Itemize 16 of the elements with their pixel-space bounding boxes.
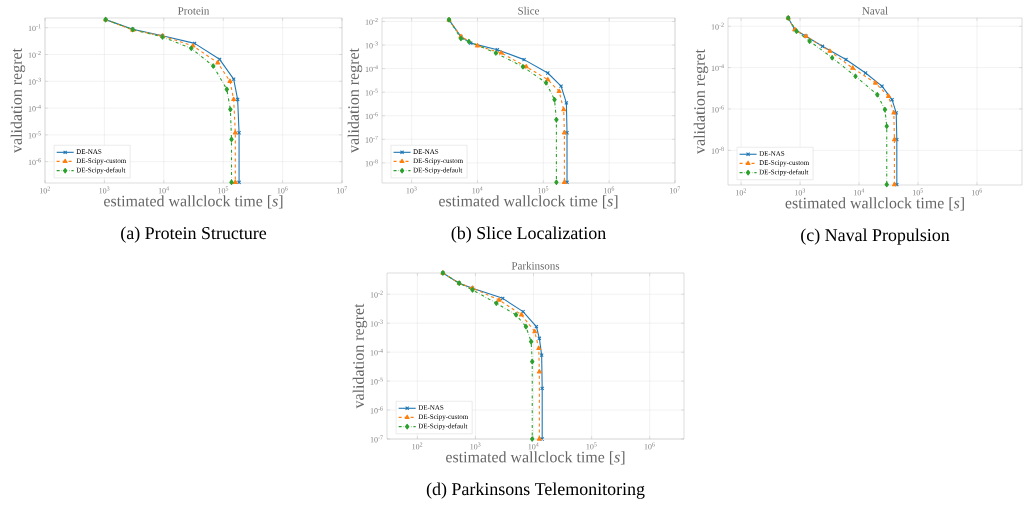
text: (a) Protein Structure: [121, 226, 267, 243]
chart-title: Slice: [518, 6, 540, 15]
y-axis-title: validation regret: [347, 48, 363, 153]
text: (d) Parkinsons Telemonitoring: [426, 482, 645, 499]
x-axis-title: estimated wallclock time [s]: [446, 451, 625, 465]
x-axis-title: estimated wallclock time [s]: [785, 197, 964, 211]
chart-title: Naval: [862, 6, 888, 15]
chart-title: Protein: [177, 7, 210, 15]
y-axis-title: validation regret: [10, 48, 26, 153]
text: (c) Naval Propulsion: [801, 228, 950, 245]
text: (b) Slice Localization: [451, 226, 606, 243]
y-axis-title: validation regret: [352, 303, 368, 409]
chart-title: Parkinsons: [511, 261, 560, 270]
y-axis-title: validation regret: [693, 49, 709, 154]
x-axis-title: estimated wallclock time [s]: [439, 195, 618, 209]
x-axis-title: estimated wallclock time [s]: [104, 195, 283, 209]
